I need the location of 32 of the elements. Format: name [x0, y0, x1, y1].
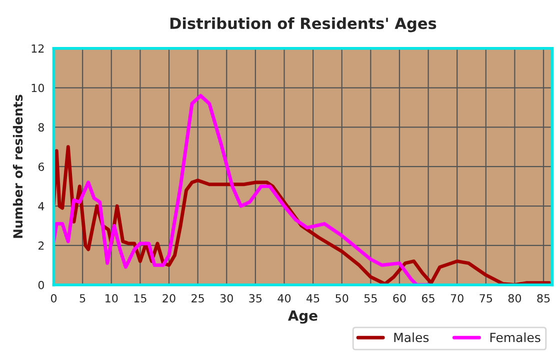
line-series [54, 94, 430, 285]
y-tick-label: 6 [38, 162, 44, 171]
x-tick-label: 25 [192, 294, 204, 302]
chart-title: Distribution of Residents' Ages [170, 17, 436, 32]
y-tick-label: 10 [32, 84, 44, 92]
x-tick-label: 50 [336, 294, 348, 302]
x-tick-label: 10 [106, 294, 118, 302]
line-series [54, 145, 552, 285]
x-axis-title: Age [288, 310, 318, 324]
x-tick-label: 30 [220, 294, 233, 302]
y-axis-title: Number of residents [12, 94, 23, 238]
x-tick-label: 80 [508, 294, 522, 302]
legend-label: Females [490, 332, 540, 342]
legend-label: Males [394, 332, 429, 342]
x-tick-label: 40 [278, 294, 291, 302]
x-tick-label: 65 [422, 294, 434, 302]
x-tick-label: 5 [80, 294, 86, 302]
x-tick-label: 70 [450, 294, 464, 302]
x-tick-label: 85 [537, 294, 550, 302]
x-tick-label: 15 [134, 294, 146, 302]
y-tick-label: 2 [38, 241, 44, 250]
y-tick-label: 12 [32, 44, 44, 53]
x-tick-label: 20 [162, 294, 176, 302]
x-tick-label: 55 [364, 294, 377, 302]
x-tick-label: 45 [306, 294, 320, 302]
y-tick-label: 0 [38, 280, 44, 290]
x-tick-label: 0 [50, 294, 57, 302]
y-tick-label: 8 [38, 123, 44, 132]
x-tick-label: 75 [480, 294, 492, 302]
x-tick-label: 35 [249, 294, 262, 302]
y-tick-label: 4 [38, 202, 44, 210]
x-tick-label: 60 [393, 294, 406, 302]
